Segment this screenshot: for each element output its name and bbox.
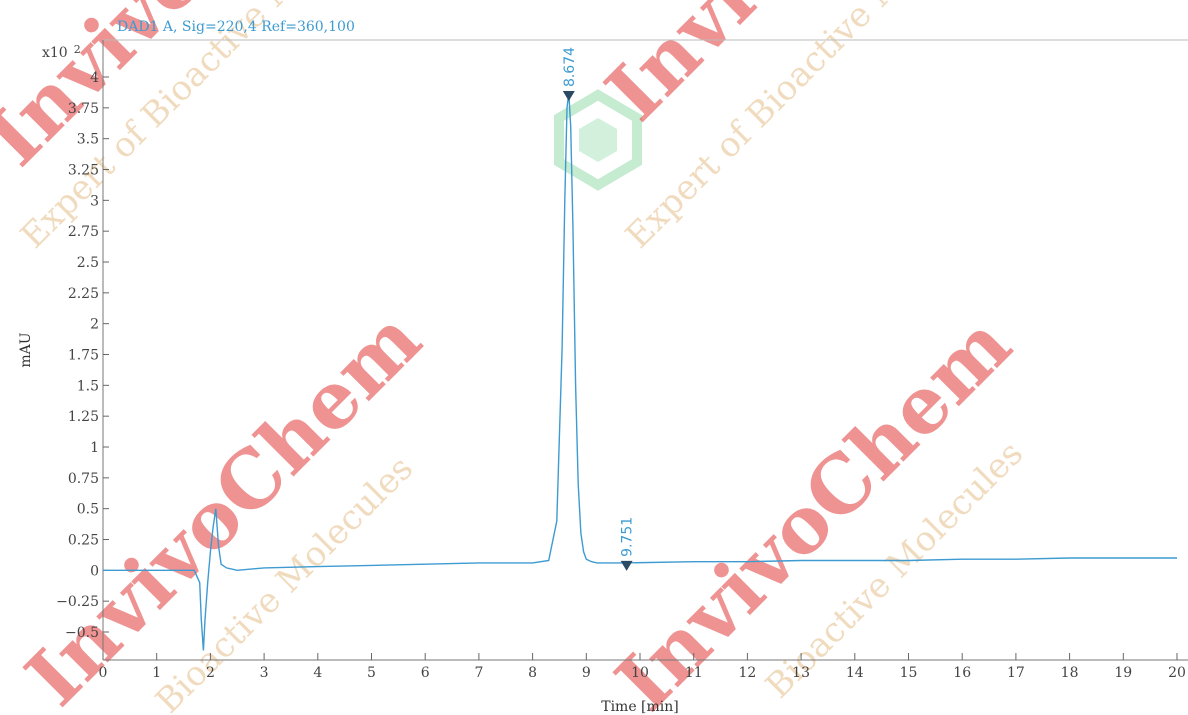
x-tick-label: 18 <box>1061 665 1079 681</box>
x-tick-label: 16 <box>953 665 971 681</box>
x-tick-label: 17 <box>1007 665 1025 681</box>
x-tick-label: 1 <box>152 665 161 681</box>
x-tick-label: 6 <box>421 665 430 681</box>
y-tick-label: 3 <box>90 193 99 209</box>
x-tick-label: 20 <box>1168 665 1186 681</box>
x-tick-label: 11 <box>685 665 703 681</box>
y-axis-title: mAU <box>18 332 34 367</box>
x-tick-label: 5 <box>367 665 376 681</box>
x-tick-label: 4 <box>313 665 322 681</box>
y-tick-label: 4 <box>90 70 99 86</box>
y-tick-label: 1 <box>90 440 99 456</box>
peak-label: 9.751 <box>620 517 636 557</box>
y-tick-label: 1.75 <box>68 348 99 364</box>
y-multiplier-exponent: 2 <box>74 43 81 56</box>
x-tick-label: 2 <box>206 665 215 681</box>
y-tick-label: 2.5 <box>77 255 99 271</box>
x-tick-label: 8 <box>528 665 537 681</box>
y-tick-label: 0 <box>90 563 99 579</box>
y-tick-label: 0.5 <box>77 502 99 518</box>
peak-marker <box>620 560 633 571</box>
x-axis-title: Time [min] <box>601 699 679 715</box>
x-tick-label: 19 <box>1114 665 1132 681</box>
y-tick-label: 2.25 <box>68 286 99 302</box>
signal-title: DAD1 A, Sig=220,4 Ref=360,100 <box>117 19 355 35</box>
x-tick-label: 12 <box>738 665 756 681</box>
y-multiplier-base: x10 <box>42 45 68 61</box>
y-tick-label: 1.5 <box>77 378 99 394</box>
y-tick-label: −0.5 <box>65 625 99 641</box>
x-tick-label: 14 <box>846 665 864 681</box>
x-axis-ticks: 0 1 2 3 4 5 6 7 8 9 10 11 12 13 14 15 16 17 18 19 20 <box>99 653 1186 681</box>
peak-label: 8.674 <box>562 47 578 87</box>
x-tick-label: 0 <box>99 665 108 681</box>
x-tick-label: 13 <box>792 665 810 681</box>
y-axis-ticks: −0.5 −0.25 0 0.25 0.5 0.75 1 1.25 1.5 1.75 2 2.25 2.… <box>56 70 109 641</box>
watermark-logo-icon <box>554 89 642 191</box>
x-tick-label: 10 <box>631 665 649 681</box>
watermark: InvivoChem InvivoChem InvivoChem InvivoC… <box>0 0 1031 715</box>
y-tick-label: −0.25 <box>56 594 99 610</box>
y-tick-label: 2 <box>90 317 99 333</box>
y-tick-label: 0.75 <box>68 471 99 487</box>
y-tick-label: 1.25 <box>68 409 99 425</box>
y-multiplier-label: x10 2 <box>42 43 81 61</box>
x-tick-label: 15 <box>900 665 918 681</box>
peak-markers: 8.674 9.751 <box>562 47 636 571</box>
y-tick-label: 3.25 <box>68 163 99 179</box>
peak-marker <box>562 91 575 102</box>
y-tick-label: 3.75 <box>68 101 99 117</box>
y-tick-label: 2.75 <box>68 224 99 240</box>
y-tick-label: 3.5 <box>77 132 99 148</box>
x-tick-label: 3 <box>260 665 269 681</box>
x-tick-label: 7 <box>474 665 483 681</box>
y-tick-label: 0.25 <box>68 533 99 549</box>
x-tick-label: 9 <box>582 665 591 681</box>
chromatogram-trace <box>103 92 1177 651</box>
